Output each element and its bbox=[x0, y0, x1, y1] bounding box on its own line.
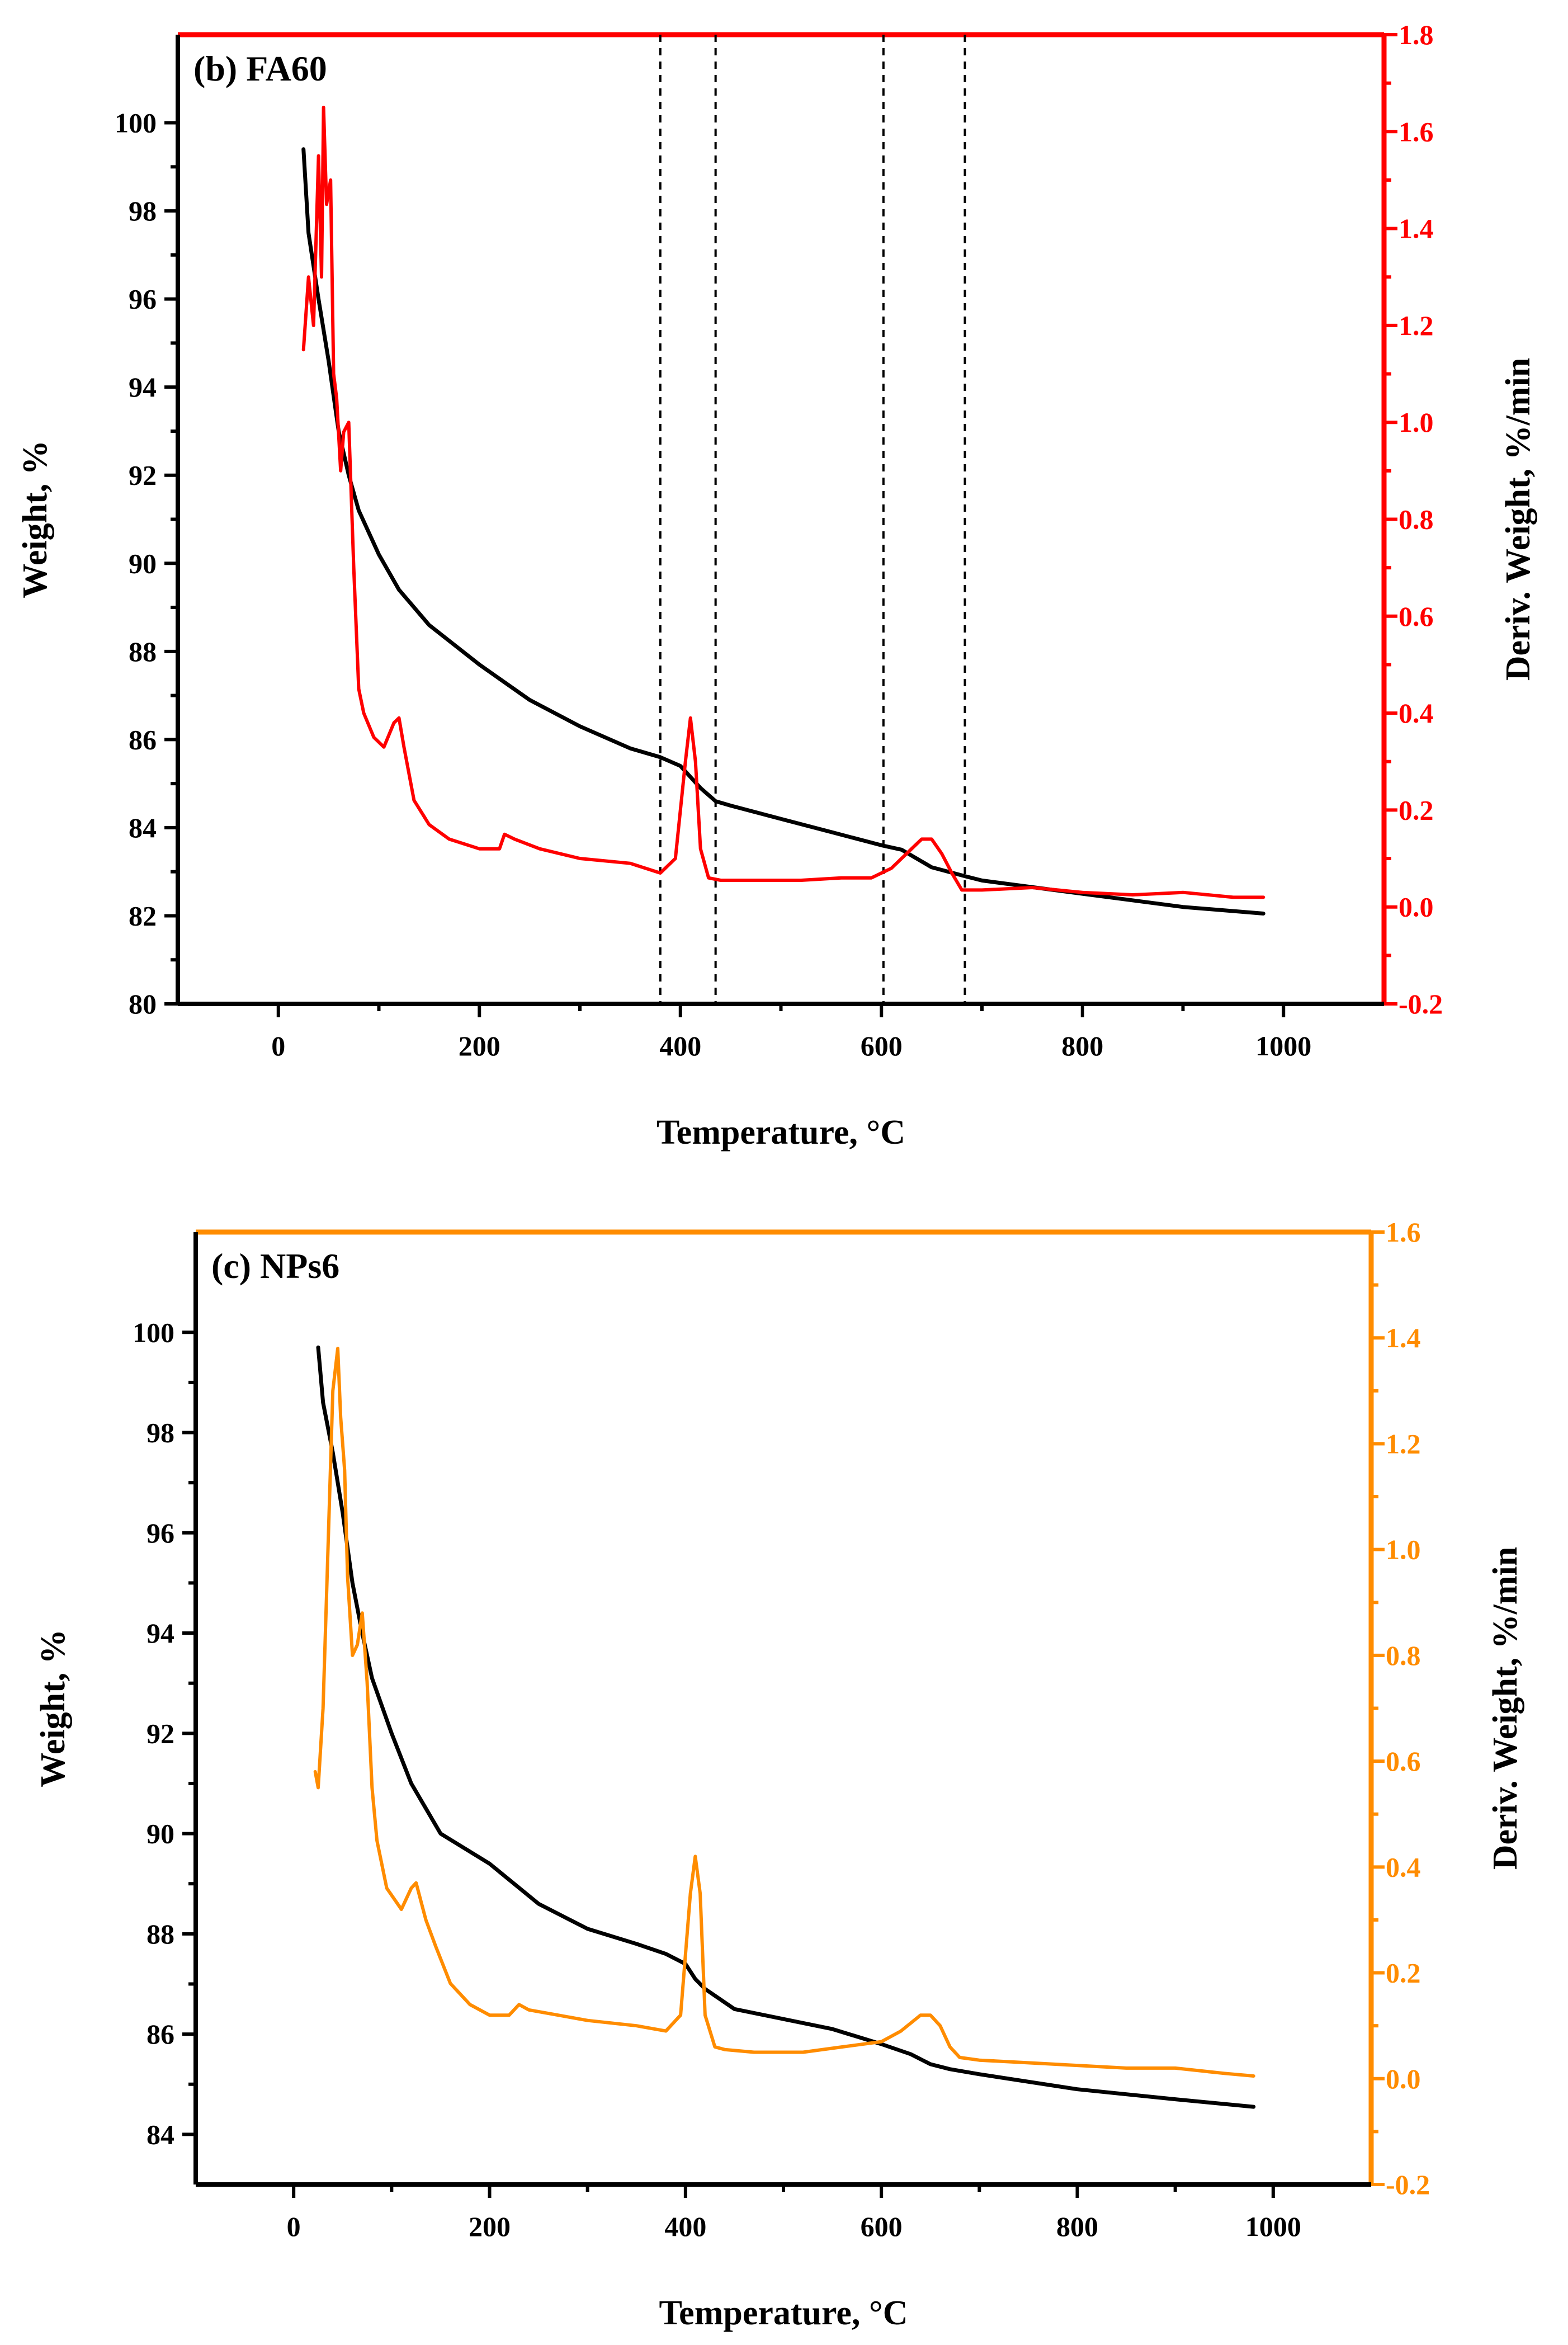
chart2-x-tick-label: 0 bbox=[287, 2211, 301, 2242]
chart1-right-tick-label: 0.8 bbox=[1399, 504, 1434, 535]
chart1-x-tick-label: 800 bbox=[1061, 1030, 1103, 1061]
chart2-x-tick-label: 400 bbox=[664, 2211, 706, 2242]
chart2-x-tick-label: 600 bbox=[861, 2211, 903, 2242]
chart1-left-tick-label: 86 bbox=[129, 724, 157, 755]
chart1-left-tick-label: 84 bbox=[129, 812, 157, 843]
chart1-right-tick-label: 0.4 bbox=[1399, 697, 1434, 729]
chart2-right-tick-label: 0.0 bbox=[1386, 2063, 1421, 2094]
chart2-left-tick-label: 90 bbox=[147, 1818, 174, 1849]
chart2-left-tick-label: 86 bbox=[147, 2018, 174, 2050]
chart1-x-tick-label: 200 bbox=[459, 1030, 500, 1061]
chart1-left-tick-label: 100 bbox=[115, 107, 157, 139]
chart1-right-tick-label: -0.2 bbox=[1399, 988, 1443, 1020]
chart1-right-tick-label: 1.8 bbox=[1399, 19, 1434, 50]
chart1-x-tick-label: 400 bbox=[659, 1030, 701, 1061]
chart1-left-tick-label: 82 bbox=[129, 900, 157, 931]
chart1-left-tick-label: 88 bbox=[129, 636, 157, 667]
chart2-left-tick-label: 100 bbox=[133, 1317, 174, 1348]
chart2-x-tick-label: 200 bbox=[469, 2211, 511, 2242]
chart2-left-tick-label: 92 bbox=[147, 1718, 174, 1749]
chart2-right-tick-label: -0.2 bbox=[1386, 2169, 1430, 2200]
chart2-left-axis-title: Weight, % bbox=[34, 1629, 72, 1787]
chart2-left-tick-label: 84 bbox=[147, 2118, 174, 2150]
chart1-right-tick-label: 1.0 bbox=[1399, 407, 1434, 438]
chart1-left-tick-label: 80 bbox=[129, 988, 157, 1020]
chart2-right-tick-label: 1.6 bbox=[1386, 1216, 1421, 1248]
chart1-right-tick-label: 0.2 bbox=[1399, 794, 1434, 825]
chart2-right-tick-label: 1.2 bbox=[1386, 1428, 1421, 1459]
chart1-right-tick-label: 0.0 bbox=[1399, 891, 1434, 923]
chart2-panel-label: (c) NPs6 bbox=[211, 1246, 339, 1286]
chart2-x-tick-label: 1000 bbox=[1245, 2211, 1301, 2242]
chart1-weight-line bbox=[301, 147, 1265, 916]
chart1-left-tick-label: 92 bbox=[129, 460, 157, 491]
chart1-left-tick-label: 96 bbox=[129, 284, 157, 315]
chart1-right-axis-title: Deriv. Weight, %/min bbox=[1499, 358, 1537, 681]
chart2-left-tick-label: 94 bbox=[147, 1617, 174, 1649]
chart2-right-tick-label: 0.4 bbox=[1386, 1851, 1421, 1882]
chart2-left-tick-label: 98 bbox=[147, 1417, 174, 1448]
chart2-right-axis-title: Deriv. Weight, %/min bbox=[1486, 1547, 1524, 1870]
chart1-x-axis-title: Temperature, °C bbox=[657, 1113, 905, 1152]
chart1-panel-label: (b) FA60 bbox=[193, 49, 327, 88]
chart2-weight-line bbox=[316, 1345, 1256, 2109]
chart2-right-tick-label: 1.0 bbox=[1386, 1534, 1421, 1565]
chart1-x-tick-label: 600 bbox=[861, 1030, 903, 1061]
chart1-right-tick-label: 1.2 bbox=[1399, 310, 1434, 341]
chart1-left-tick-label: 94 bbox=[129, 371, 157, 403]
chart1-left-axis-title: Weight, % bbox=[16, 440, 54, 598]
chart1-right-tick-label: 1.4 bbox=[1399, 213, 1434, 244]
chart2-x-tick-label: 800 bbox=[1056, 2211, 1098, 2242]
chart2-x-axis-title: Temperature, °C bbox=[659, 2294, 908, 2332]
chart1-right-tick-label: 0.6 bbox=[1399, 601, 1434, 632]
chart2-right-tick-label: 1.4 bbox=[1386, 1322, 1421, 1353]
chart2-right-tick-label: 0.8 bbox=[1386, 1640, 1421, 1671]
chart1-left-tick-label: 98 bbox=[129, 195, 157, 227]
chart2-right-tick-label: 0.6 bbox=[1386, 1745, 1421, 1777]
chart1-deriv-weight-line bbox=[301, 106, 1265, 899]
chart1-right-tick-label: 1.6 bbox=[1399, 116, 1434, 147]
chart1-x-tick-label: 1000 bbox=[1255, 1030, 1311, 1061]
chart2-left-tick-label: 88 bbox=[147, 1918, 174, 1950]
chart1-left-tick-label: 90 bbox=[129, 548, 157, 579]
chart2-right-tick-label: 0.2 bbox=[1386, 1957, 1421, 1989]
chart1-x-tick-label: 0 bbox=[271, 1030, 285, 1061]
chart2-left-tick-label: 96 bbox=[147, 1517, 174, 1549]
chart2-deriv-weight-line bbox=[313, 1347, 1255, 2078]
